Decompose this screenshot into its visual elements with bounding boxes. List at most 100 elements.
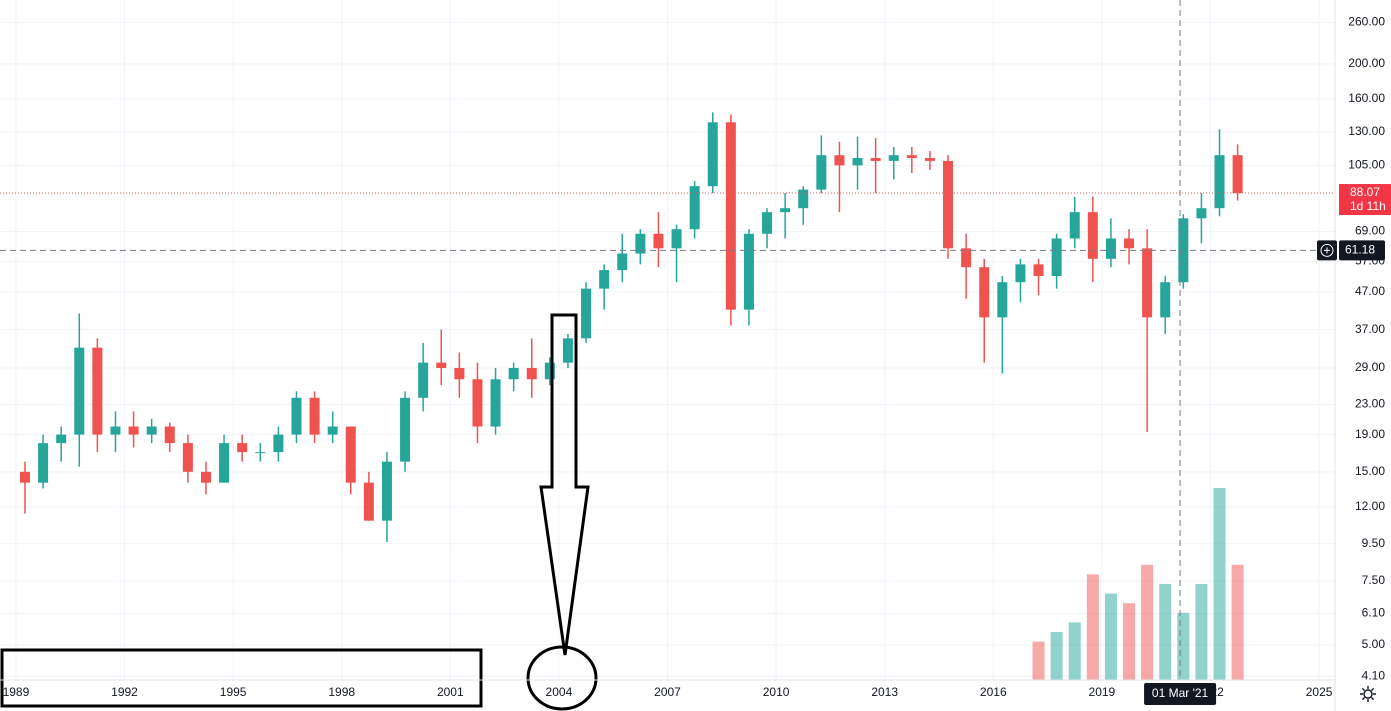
candle-body (526, 367, 537, 380)
last-price-label: 88.07 (1350, 185, 1380, 199)
x-tick-label: 2025 (1306, 685, 1333, 699)
candle-body (544, 362, 555, 380)
x-tick-label: 2013 (871, 685, 898, 699)
x-tick-label: 2010 (763, 685, 790, 699)
volume-bar (1086, 574, 1099, 680)
candle-body (689, 186, 700, 230)
candle-body (1087, 212, 1098, 259)
candle-body (508, 367, 519, 380)
circle-drawing (526, 645, 598, 711)
y-tick-label: 69.00 (1355, 224, 1385, 238)
candle-body (345, 426, 356, 483)
candle-body (1160, 282, 1171, 318)
y-tick-label: 47.00 (1355, 284, 1385, 298)
candle-body (454, 367, 465, 380)
candle-layer (19, 112, 1243, 543)
candle-body (19, 471, 30, 483)
volume-bar (1068, 622, 1081, 680)
candle-body (472, 379, 483, 427)
last-price-box (1339, 184, 1391, 216)
rectangle-drawing (0, 648, 483, 708)
overlay-layer (0, 0, 1335, 680)
y-tick-label: 7.50 (1362, 573, 1386, 587)
crosshair-price-label: 61.18 (1345, 243, 1375, 257)
candle-body (617, 253, 628, 271)
volume-bar (1032, 641, 1045, 680)
candle-body (906, 155, 917, 159)
x-tick-label: 2001 (437, 685, 464, 699)
candle-body (219, 443, 230, 483)
candle-body (110, 426, 121, 435)
candle-body (309, 397, 320, 435)
candle-body (1033, 264, 1044, 277)
candle-body (146, 426, 157, 435)
candle-body (1051, 238, 1062, 277)
x-tick-label: 2004 (546, 685, 573, 699)
candle-body (490, 379, 501, 427)
volume-bar (1050, 632, 1063, 680)
candle-body (1214, 155, 1225, 209)
x-tick-label: 1992 (111, 685, 138, 699)
volume-bar (1213, 488, 1226, 680)
y-tick-label: 130.00 (1348, 124, 1385, 138)
candle-body (870, 158, 881, 161)
y-tick-label: 105.00 (1348, 158, 1385, 172)
drawings (0, 313, 598, 711)
candle-body (599, 270, 610, 289)
candle-body (363, 482, 374, 521)
gear-center (1363, 689, 1373, 699)
crosshair-date-box (1144, 683, 1217, 705)
arrow-drawing (539, 313, 590, 656)
candle-body (816, 155, 827, 190)
y-tick-label: 9.50 (1362, 536, 1386, 550)
settings-icon[interactable] (1360, 686, 1376, 702)
candle-body (780, 208, 791, 213)
candle-body (997, 282, 1008, 318)
y-tick-label: 200.00 (1348, 56, 1385, 70)
volume-layer (1032, 488, 1244, 680)
candle-body (38, 443, 49, 483)
add-alert-plus (1324, 247, 1330, 254)
candle-body (707, 122, 718, 187)
x-tick-label: 1998 (328, 685, 355, 699)
candle-body (74, 347, 85, 435)
y-tick-label: 23.00 (1355, 397, 1385, 411)
candle-body (273, 434, 284, 453)
countdown-label: 1d 11h (1350, 199, 1386, 213)
volume-bar (1123, 603, 1136, 680)
grid (0, 0, 1335, 680)
x-tick-label: 1995 (220, 685, 247, 699)
add-alert-button[interactable] (1317, 240, 1337, 261)
y-tick-label: 160.00 (1348, 91, 1385, 105)
volume-bar (1141, 564, 1154, 680)
candle-body (762, 212, 773, 234)
y-tick-label: 12.00 (1355, 499, 1385, 513)
candle-body (1124, 238, 1135, 249)
x-tick-label: 2019 (1089, 685, 1116, 699)
y-tick-label: 29.00 (1355, 360, 1385, 374)
candle-body (255, 452, 266, 454)
y-tick-label: 19.00 (1355, 427, 1385, 441)
candle-body (979, 267, 990, 318)
candle-body (56, 434, 67, 444)
volume-bar (1159, 584, 1172, 680)
candle-body (961, 248, 972, 268)
volume-bar (1177, 612, 1190, 680)
candle-body (164, 426, 175, 444)
candle-body (798, 189, 809, 209)
y-tick-label: 37.00 (1355, 322, 1385, 336)
candle-body (635, 233, 646, 254)
candle-body (1196, 208, 1207, 219)
y-tick-label: 5.00 (1362, 637, 1386, 651)
volume-bar (1231, 564, 1244, 680)
candle-body (743, 233, 754, 310)
candle-body (1142, 248, 1153, 318)
candle-body (92, 347, 103, 435)
volume-bar (1104, 593, 1117, 680)
add-alert-circle (1320, 243, 1334, 257)
candle-body (943, 160, 954, 249)
volume-bar (1195, 584, 1208, 680)
crosshair-date-label: 01 Mar '21 (1152, 686, 1209, 700)
candle-body (1232, 155, 1243, 194)
